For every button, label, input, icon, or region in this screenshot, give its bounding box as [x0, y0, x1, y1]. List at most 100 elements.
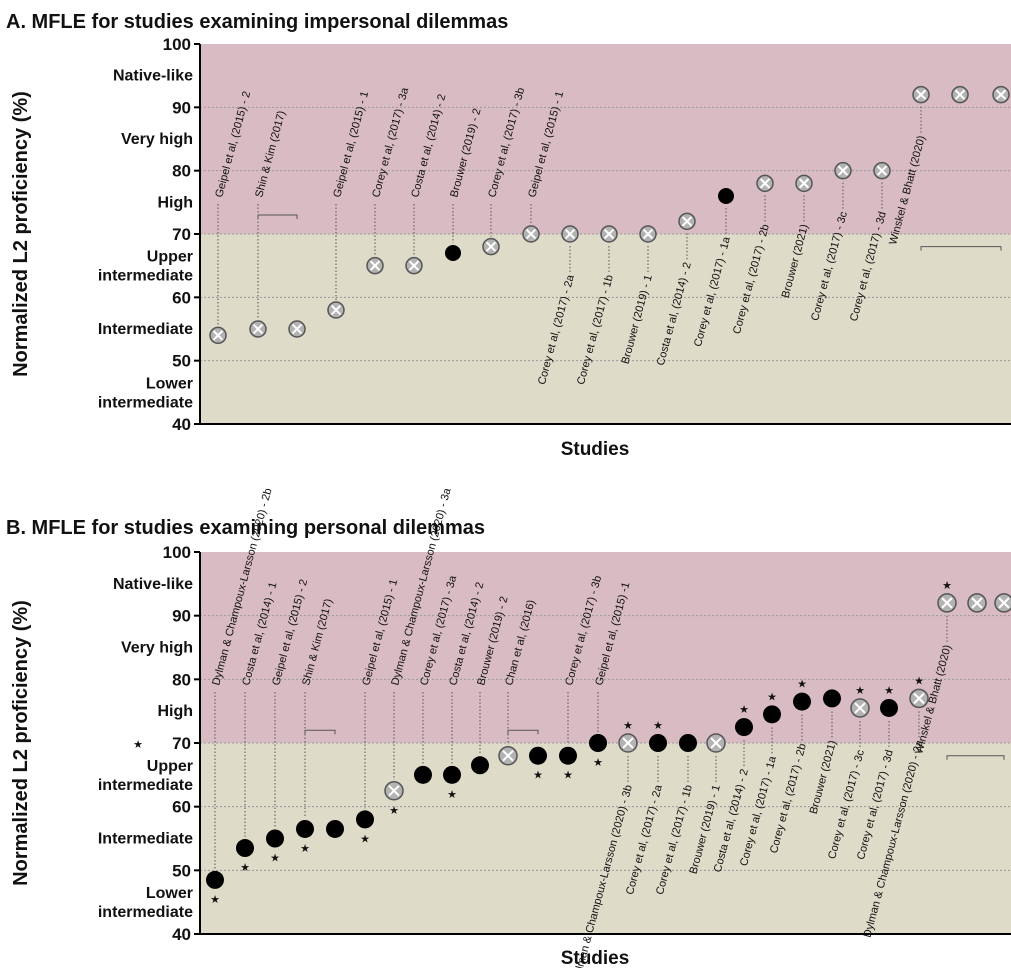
y-axis-title: Normalized L2 proficiency (%) — [10, 91, 32, 377]
significance-star: ★ — [942, 580, 952, 592]
significance-star: ★ — [360, 833, 370, 845]
significance-star: ★ — [270, 853, 280, 865]
significance-star: ★ — [797, 679, 807, 691]
y-tick-label: 40 — [172, 925, 191, 944]
significance-star: ★ — [623, 720, 633, 732]
crossed-point-mark — [388, 785, 400, 797]
band-label: Upper intermediate — [98, 249, 193, 285]
band-label: Intermediate — [98, 321, 193, 338]
filled-point — [471, 756, 489, 775]
band-label: Very high — [121, 131, 193, 148]
y-tick-label: 100 — [163, 35, 191, 54]
filled-point — [823, 689, 841, 708]
band-label: Native-like — [113, 576, 193, 593]
significance-star: ★ — [914, 675, 924, 687]
crossed-point-mark — [502, 750, 514, 762]
crossed-point-mark — [798, 178, 810, 189]
crossed-point-mark — [915, 89, 927, 100]
crossed-point-mark — [603, 228, 615, 240]
lower-proficiency-band — [200, 234, 1011, 424]
y-axis-title: Normalized L2 proficiency (%) — [10, 600, 32, 886]
crossed-point-mark — [485, 241, 497, 252]
crossed-point-mark — [710, 737, 722, 749]
crossed-point-mark — [622, 737, 634, 749]
filled-point — [718, 188, 734, 204]
crossed-point-mark — [876, 165, 888, 176]
filled-point — [529, 746, 547, 765]
filled-point — [589, 734, 607, 752]
band-label: Very high — [121, 640, 193, 657]
crossed-point-mark — [854, 702, 866, 714]
significance-star: ★ — [300, 843, 310, 855]
significance-star: ★ — [593, 757, 603, 769]
x-axis-title: Studies — [561, 439, 630, 460]
crossed-point-mark — [525, 228, 537, 240]
y-tick-label: 50 — [172, 861, 191, 880]
crossed-point-mark — [995, 89, 1007, 100]
band-label: High — [157, 194, 193, 211]
crossed-point-mark — [642, 228, 654, 240]
crossed-point-mark — [998, 597, 1010, 609]
group-bracket — [304, 729, 336, 735]
y-tick-label: 80 — [172, 162, 191, 181]
crossed-point-mark — [954, 89, 966, 100]
filled-point — [326, 819, 344, 838]
y-tick-label: 60 — [172, 288, 191, 307]
significance-star: ★ — [389, 805, 399, 817]
filled-point — [236, 839, 254, 858]
y-tick-label: 100 — [163, 543, 191, 562]
crossed-point-mark — [564, 228, 576, 240]
y-tick-label: 40 — [172, 415, 191, 434]
filled-point — [206, 870, 224, 889]
y-tick-label: 90 — [172, 607, 191, 626]
crossed-point-mark — [941, 597, 953, 609]
crossed-point-mark — [971, 597, 983, 609]
filled-point — [356, 810, 374, 829]
filled-point — [414, 765, 432, 784]
filled-point — [443, 765, 461, 784]
significance-star: ★ — [739, 704, 749, 716]
filled-point — [679, 734, 697, 752]
significance-star: ★ — [240, 862, 250, 874]
significance-star: ★ — [563, 770, 573, 782]
y-tick-label: 60 — [172, 798, 191, 817]
panel-title: B. MFLE for studies examining personal d… — [6, 517, 485, 539]
upper-proficiency-band — [200, 552, 1011, 743]
x-axis-title: Studies — [561, 948, 630, 968]
panel-title: A. MFLE for studies examining impersonal… — [6, 11, 508, 33]
crossed-point-mark — [291, 323, 303, 335]
filled-point — [559, 746, 577, 765]
crossed-point-mark — [330, 304, 342, 316]
y-tick-label: 80 — [172, 670, 191, 689]
y-tick-label: 50 — [172, 352, 191, 371]
crossed-point-mark — [913, 692, 925, 705]
crossed-point-mark — [212, 330, 224, 341]
band-label: High — [157, 703, 193, 720]
group-bracket — [257, 214, 298, 219]
band-label: Lower intermediate — [98, 375, 193, 411]
filled-point — [445, 245, 461, 261]
group-bracket — [946, 755, 1005, 760]
significance-star: ★ — [533, 770, 543, 782]
crossed-point-mark — [837, 165, 849, 176]
group-bracket — [920, 246, 1002, 251]
crossed-point-mark — [681, 216, 693, 227]
band-label: Upper intermediate — [98, 758, 193, 794]
filled-point — [793, 692, 811, 711]
significance-star: ★ — [884, 685, 894, 697]
band-label: Intermediate — [98, 831, 193, 848]
crossed-point-mark — [408, 260, 420, 271]
band-label: Native-like — [113, 68, 193, 85]
legend-star: ★ — [133, 739, 143, 751]
lower-proficiency-band — [200, 743, 1011, 934]
filled-point — [649, 734, 667, 752]
band-label: Lower intermediate — [98, 885, 193, 921]
filled-point — [296, 819, 314, 838]
group-bracket — [507, 729, 539, 735]
significance-star: ★ — [210, 894, 220, 906]
significance-star: ★ — [767, 691, 777, 703]
crossed-point-mark — [759, 178, 771, 189]
y-tick-label: 70 — [172, 734, 191, 753]
